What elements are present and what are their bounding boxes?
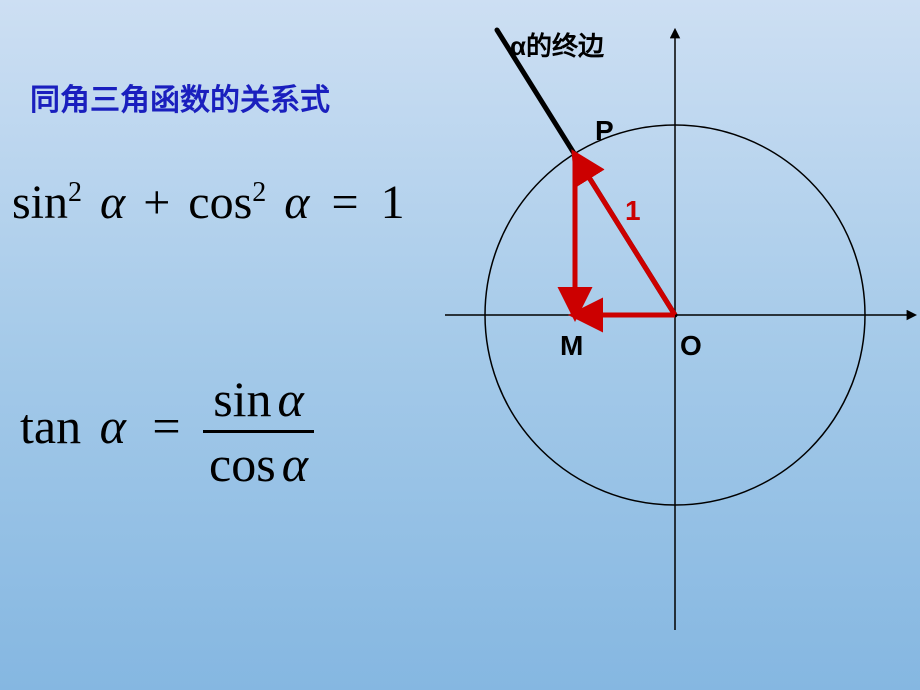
svg-text:α的终边: α的终边 bbox=[510, 31, 605, 61]
fraction-num: sinα bbox=[203, 370, 314, 433]
equation-pythagorean: sin2 α + cos2 α = 1 bbox=[12, 175, 405, 230]
fraction-den: cosα bbox=[203, 433, 314, 493]
plus: + bbox=[143, 176, 170, 229]
equation-tangent: tan α = sinα cosα bbox=[20, 370, 314, 493]
alpha-2a: α bbox=[100, 398, 126, 454]
cos-text: cos bbox=[188, 176, 252, 229]
svg-text:O: O bbox=[680, 330, 702, 361]
eq-sign-2: = bbox=[152, 398, 180, 454]
tan-text: tan bbox=[20, 398, 81, 454]
alpha-1a: α bbox=[100, 176, 125, 229]
svg-text:P: P bbox=[595, 115, 614, 146]
svg-text:M: M bbox=[560, 330, 583, 361]
cos-sup: 2 bbox=[252, 177, 266, 208]
sin-sup: 2 bbox=[68, 177, 82, 208]
diagram-svg: α的终边 P M O 1 bbox=[425, 0, 920, 640]
alpha-1b: α bbox=[284, 176, 309, 229]
page-title: 同角三角函数的关系式 bbox=[30, 75, 330, 119]
fraction: sinα cosα bbox=[203, 370, 314, 493]
svg-text:1: 1 bbox=[625, 195, 641, 226]
sin-text: sin bbox=[12, 176, 68, 229]
alpha-2b: α bbox=[278, 371, 304, 427]
eq-sign-1: = bbox=[331, 176, 358, 229]
unit-circle-diagram: α的终边 P M O 1 bbox=[425, 0, 920, 645]
sin-text-2: sin bbox=[213, 371, 271, 427]
alpha-2c: α bbox=[282, 436, 308, 492]
rhs-1: 1 bbox=[381, 176, 405, 229]
cos-text-2: cos bbox=[209, 436, 276, 492]
